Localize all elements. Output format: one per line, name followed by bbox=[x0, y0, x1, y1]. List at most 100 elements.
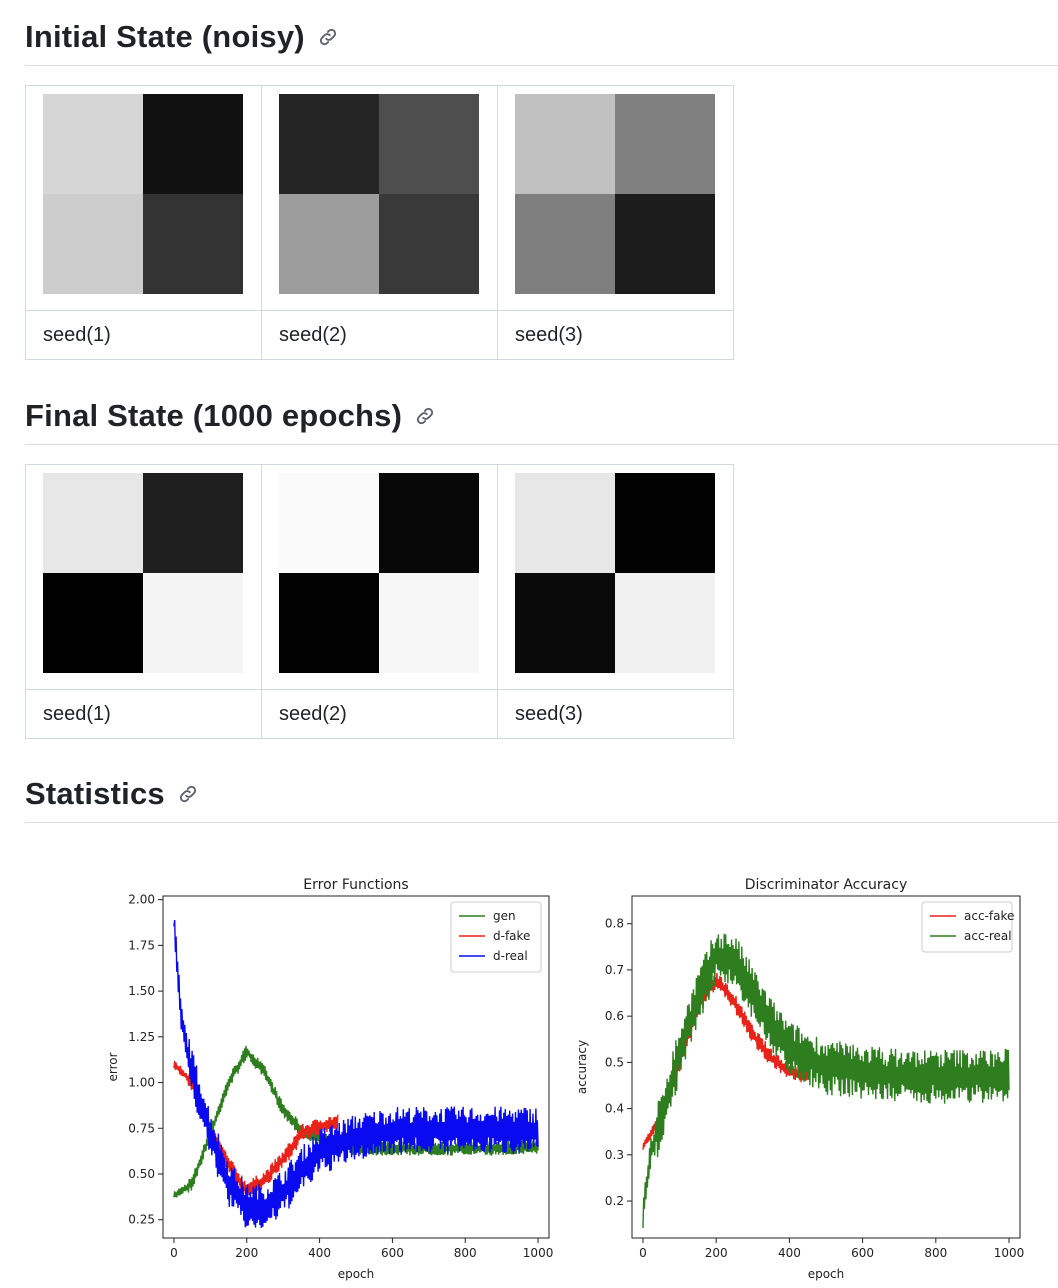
pixel bbox=[43, 94, 143, 194]
x-tick-label: 400 bbox=[308, 1246, 331, 1260]
series-line-acc-real bbox=[642, 933, 1010, 1229]
caption-seed2: seed(2) bbox=[261, 689, 498, 739]
final-grid-seed2 bbox=[279, 473, 479, 673]
caption-seed2: seed(2) bbox=[261, 310, 498, 360]
final-image-cell bbox=[497, 464, 734, 690]
chart-title: Error Functions bbox=[303, 877, 408, 893]
x-tick-label: 200 bbox=[705, 1246, 728, 1260]
pixel bbox=[515, 573, 615, 673]
caption-seed1: seed(1) bbox=[25, 310, 262, 360]
caption-seed3: seed(3) bbox=[497, 310, 734, 360]
y-tick-label: 1.00 bbox=[128, 1076, 155, 1090]
y-tick-label: 0.3 bbox=[605, 1148, 624, 1162]
y-tick-label: 0.8 bbox=[605, 917, 624, 931]
y-tick-label: 0.6 bbox=[605, 1009, 624, 1023]
heading-final-state: Final State (1000 epochs) bbox=[25, 383, 1058, 445]
plot-frame bbox=[162, 895, 550, 1239]
final-grid-seed3 bbox=[515, 473, 715, 673]
x-tick-label: 800 bbox=[924, 1246, 947, 1260]
pixel bbox=[515, 94, 615, 194]
x-axis-label: epoch bbox=[808, 1267, 845, 1281]
x-tick-label: 1000 bbox=[523, 1246, 554, 1260]
x-tick-label: 600 bbox=[851, 1246, 874, 1260]
x-tick-label: 1000 bbox=[994, 1246, 1025, 1260]
y-tick-label: 1.50 bbox=[128, 984, 155, 998]
link-icon[interactable] bbox=[177, 783, 199, 805]
legend-label-gen: gen bbox=[493, 909, 516, 923]
y-tick-label: 1.25 bbox=[128, 1030, 155, 1044]
pixel bbox=[379, 473, 479, 573]
y-axis-label: error bbox=[106, 1052, 120, 1081]
pixel bbox=[279, 94, 379, 194]
initial-grid-seed1 bbox=[43, 94, 243, 294]
pixel bbox=[615, 473, 715, 573]
x-tick-label: 800 bbox=[454, 1246, 477, 1260]
series-line-acc-fake bbox=[642, 972, 809, 1150]
legend: acc-fake acc-real bbox=[921, 901, 1014, 953]
y-axis-label: accuracy bbox=[575, 1040, 589, 1094]
pixel bbox=[379, 194, 479, 294]
pixel bbox=[143, 473, 243, 573]
x-tick-label: 200 bbox=[235, 1246, 258, 1260]
pixel bbox=[379, 573, 479, 673]
pixel bbox=[43, 194, 143, 294]
y-tick-label: 0.2 bbox=[605, 1194, 624, 1208]
pixel bbox=[43, 473, 143, 573]
pixel bbox=[515, 194, 615, 294]
error-functions-chart: Error Functions epoch error 0 200 400 600 800 10… bbox=[106, 877, 554, 1281]
initial-state-table: seed(1) seed(2) seed(3) bbox=[25, 85, 734, 360]
series-line-d-fake bbox=[173, 1061, 339, 1196]
heading-final-state-text: Final State (1000 epochs) bbox=[25, 397, 403, 433]
heading-statistics: Statistics bbox=[25, 761, 1058, 823]
plot-frame bbox=[631, 895, 1021, 1239]
legend-label-acc-fake: acc-fake bbox=[964, 909, 1014, 923]
heading-statistics-text: Statistics bbox=[25, 775, 165, 811]
pixel bbox=[515, 473, 615, 573]
final-state-table: seed(1) seed(2) seed(3) bbox=[25, 464, 734, 739]
x-tick-label: 0 bbox=[639, 1246, 647, 1260]
legend-label-d-real: d-real bbox=[493, 949, 528, 963]
x-tick-label: 600 bbox=[381, 1246, 404, 1260]
y-tick-label: 0.7 bbox=[605, 963, 624, 977]
pixel bbox=[279, 473, 379, 573]
y-tick-label: 0.5 bbox=[605, 1055, 624, 1069]
heading-initial-state-text: Initial State (noisy) bbox=[25, 18, 305, 54]
pixel bbox=[279, 573, 379, 673]
x-axis-label: epoch bbox=[338, 1267, 375, 1281]
caption-seed3: seed(3) bbox=[497, 689, 734, 739]
initial-grid-seed3 bbox=[515, 94, 715, 294]
legend-box bbox=[921, 901, 1013, 953]
x-tick-label: 400 bbox=[778, 1246, 801, 1260]
initial-image-cell bbox=[497, 85, 734, 311]
pixel bbox=[615, 194, 715, 294]
discriminator-accuracy-chart: Discriminator Accuracy epoch accuracy 0 200 4… bbox=[575, 877, 1025, 1281]
legend: gen d-fake d-real bbox=[450, 901, 542, 973]
initial-grid-seed2 bbox=[279, 94, 479, 294]
pixel bbox=[279, 194, 379, 294]
legend-box bbox=[450, 901, 542, 973]
pixel bbox=[615, 94, 715, 194]
final-grid-seed1 bbox=[43, 473, 243, 673]
y-tick-label: 0.75 bbox=[128, 1121, 155, 1135]
final-image-cell bbox=[261, 464, 498, 690]
y-tick-label: 0.50 bbox=[128, 1167, 155, 1181]
pixel bbox=[379, 94, 479, 194]
pixel bbox=[143, 194, 243, 294]
caption-seed1: seed(1) bbox=[25, 689, 262, 739]
initial-image-cell bbox=[25, 85, 262, 311]
pixel bbox=[143, 573, 243, 673]
x-tick-label: 0 bbox=[170, 1246, 178, 1260]
y-tick-label: 1.75 bbox=[128, 938, 155, 952]
pixel bbox=[143, 94, 243, 194]
y-tick-label: 0.4 bbox=[605, 1102, 624, 1116]
chart-title: Discriminator Accuracy bbox=[745, 877, 907, 893]
y-tick-label: 0.25 bbox=[128, 1213, 155, 1227]
final-image-cell bbox=[25, 464, 262, 690]
link-icon[interactable] bbox=[317, 26, 339, 48]
legend-label-d-fake: d-fake bbox=[493, 929, 530, 943]
initial-image-cell bbox=[261, 85, 498, 311]
link-icon[interactable] bbox=[414, 405, 436, 427]
pixel bbox=[615, 573, 715, 673]
heading-initial-state: Initial State (noisy) bbox=[25, 4, 1058, 66]
series-line-d-real bbox=[173, 920, 539, 1228]
